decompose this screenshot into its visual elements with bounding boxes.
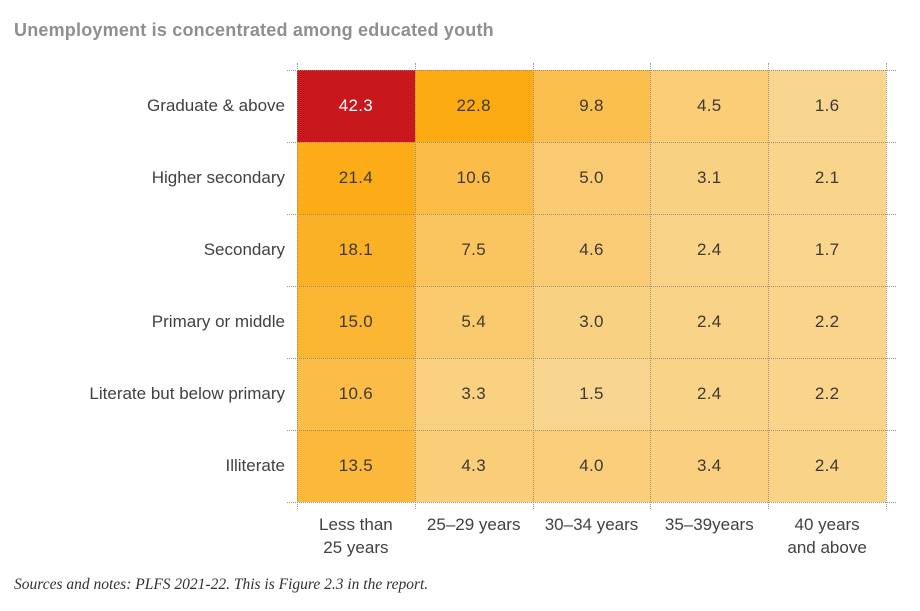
row-label: Primary or middle [151, 312, 285, 331]
heatmap-cell: 7.5 [414, 214, 533, 286]
gridline [886, 63, 887, 509]
heatmap-cell: 3.4 [650, 430, 769, 502]
row-label: Secondary [203, 240, 285, 259]
heatmap-cell: 42.3 [297, 70, 415, 142]
row-label: Illiterate [225, 456, 285, 475]
row-labels: Graduate & above Higher secondary Secondar… [0, 70, 285, 502]
column-labels: Less than 25 years 25–29 years 30–34 years… [297, 513, 886, 559]
heatmap-cell: 18.1 [297, 214, 415, 286]
heatmap-cell: 4.0 [532, 430, 651, 502]
column-label: Less than 25 years [319, 515, 393, 557]
column-label: 30–34 years [544, 515, 639, 534]
column-label: 35–39years [664, 515, 754, 534]
heatmap-cell: 1.6 [768, 70, 886, 142]
heatmap-cell: 1.7 [768, 214, 886, 286]
heatmap-cell: 15.0 [297, 286, 415, 358]
gridline [287, 502, 896, 503]
row-label: Graduate & above [147, 96, 285, 115]
heatmap-cell: 13.5 [297, 430, 415, 502]
heatmap-cell: 4.3 [414, 430, 533, 502]
heatmap-cell: 2.2 [768, 358, 886, 430]
row-label: Higher secondary [151, 168, 285, 187]
heatmap-cell: 2.1 [768, 142, 886, 214]
heatmap-grid: 42.3 22.8 9.8 4.5 1.6 21.4 10.6 5.0 3.1 2.1 18.1 7.… [297, 70, 886, 502]
source-note: Sources and notes: PLFS 2021-22. This is… [14, 576, 429, 593]
heatmap-cell: 4.5 [650, 70, 769, 142]
heatmap-cell: 10.6 [297, 358, 415, 430]
heatmap-cell: 2.4 [650, 358, 769, 430]
heatmap-cell: 2.4 [768, 430, 886, 502]
heatmap-cell: 22.8 [414, 70, 533, 142]
heatmap-cell: 2.4 [650, 286, 769, 358]
column-label: 40 years and above [787, 515, 867, 557]
heatmap-cell: 5.0 [532, 142, 651, 214]
heatmap-cell: 3.3 [414, 358, 533, 430]
heatmap-cell: 4.6 [532, 214, 651, 286]
heatmap-cell: 5.4 [414, 286, 533, 358]
column-label: 25–29 years [426, 515, 521, 534]
heatmap-cell: 21.4 [297, 142, 415, 214]
heatmap-cell: 9.8 [532, 70, 651, 142]
heatmap-cell: 3.1 [650, 142, 769, 214]
heatmap-cell: 3.0 [532, 286, 651, 358]
row-label: Literate but below primary [89, 384, 285, 403]
heatmap-cell: 2.4 [650, 214, 769, 286]
heatmap-cell: 2.2 [768, 286, 886, 358]
chart-title: Unemployment is concentrated among educa… [14, 20, 494, 40]
heatmap-cell: 1.5 [532, 358, 651, 430]
heatmap-cell: 10.6 [414, 142, 533, 214]
